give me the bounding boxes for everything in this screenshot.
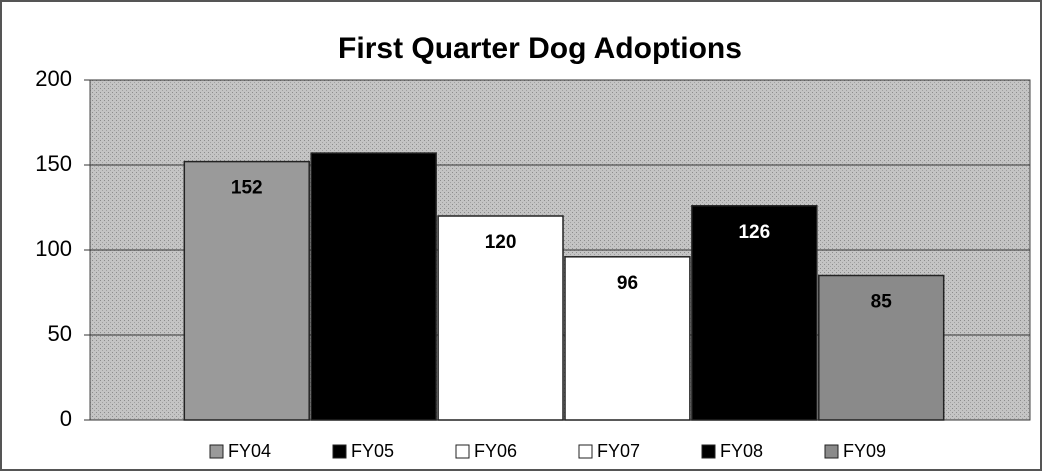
bar: [564, 256, 691, 421]
bar: [310, 152, 437, 421]
legend-swatch: [701, 444, 716, 459]
bar: [437, 215, 564, 421]
y-tick-label: 100: [35, 236, 72, 261]
legend-swatch: [455, 444, 470, 459]
legend-label: FY07: [597, 441, 640, 461]
y-tick-label: 200: [35, 66, 72, 91]
data-label: 120: [485, 232, 517, 253]
y-tick-label: 50: [48, 321, 72, 346]
data-label: 96: [617, 273, 638, 294]
legend-label: FY05: [351, 441, 394, 461]
chart-title: First Quarter Dog Adoptions: [338, 32, 742, 65]
legend-swatch: [332, 444, 347, 459]
bar: [183, 160, 310, 421]
data-label: 152: [231, 178, 263, 199]
legend-label: FY09: [843, 441, 886, 461]
bar: [818, 274, 945, 421]
y-tick-label: 0: [60, 406, 72, 431]
legend-label: FY06: [474, 441, 517, 461]
legend-label: FY08: [720, 441, 763, 461]
legend-swatch: [578, 444, 593, 459]
legend-swatch: [824, 444, 839, 459]
y-tick-label: 150: [35, 151, 72, 176]
legend-swatch: [209, 444, 224, 459]
data-label: 85: [871, 292, 893, 313]
legend-label: FY04: [228, 441, 271, 461]
bar: [691, 205, 818, 421]
data-label: 126: [738, 222, 770, 243]
